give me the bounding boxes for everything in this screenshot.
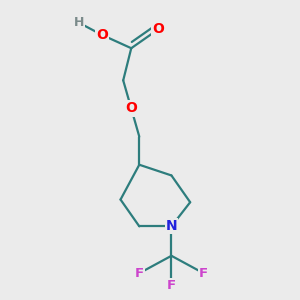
Text: H: H — [74, 16, 84, 29]
Text: N: N — [166, 219, 177, 233]
Text: F: F — [199, 267, 208, 280]
Text: O: O — [152, 22, 164, 37]
Text: O: O — [96, 28, 108, 42]
Text: F: F — [135, 267, 144, 280]
Text: F: F — [167, 279, 176, 292]
Text: O: O — [125, 101, 137, 116]
